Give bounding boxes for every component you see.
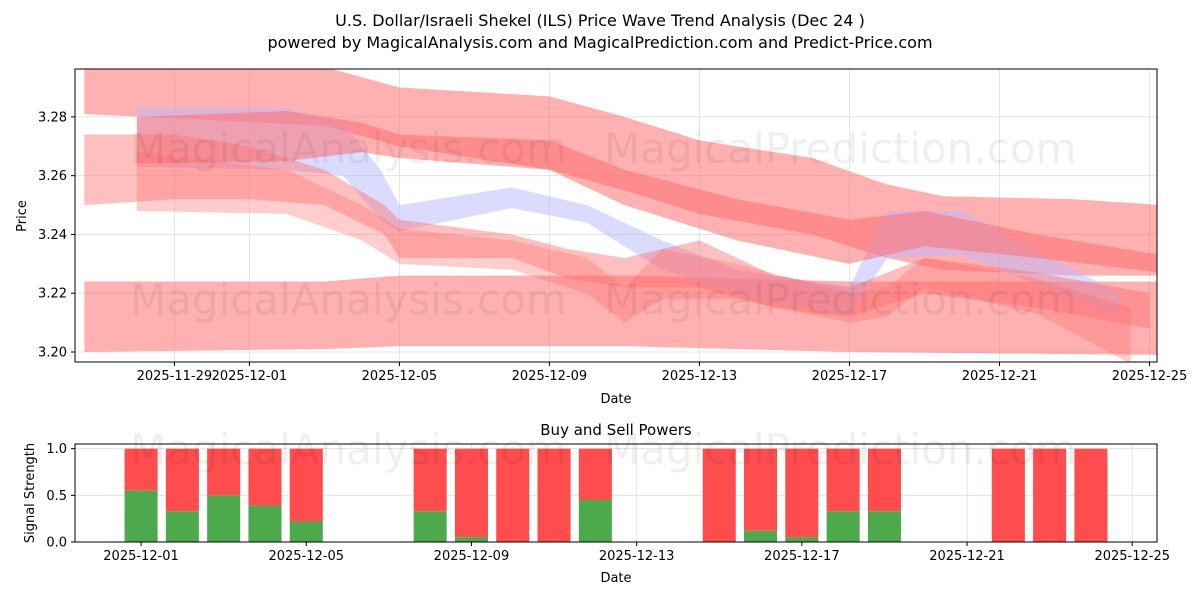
price-band-wave-blue xyxy=(136,108,1120,317)
signal-x-tick-label: 2025-12-05 xyxy=(268,549,344,564)
signal-x-tick-label: 2025-12-25 xyxy=(1094,549,1170,564)
sell-bar xyxy=(207,448,241,496)
sell-bar xyxy=(248,448,282,506)
sell-bar xyxy=(991,448,1025,542)
buy-bar xyxy=(785,537,819,542)
signal-x-tick-label: 2025-12-01 xyxy=(103,549,179,564)
signal-bars xyxy=(124,448,1108,542)
signal-x-label: Date xyxy=(600,571,631,586)
price-axis-ticks: 2025-11-29 2025-12-01 2025-12-05 2025-12-09… xyxy=(38,110,1187,384)
watermark: MagicalAnalysis.com xyxy=(130,425,567,474)
price-chart: MagicalAnalysis.com MagicalPrediction.co… xyxy=(15,68,1187,407)
buy-bar xyxy=(413,511,447,542)
buy-bar xyxy=(248,505,282,542)
buy-bar xyxy=(826,511,860,542)
price-x-tick-label: 2025-12-21 xyxy=(962,369,1038,384)
chart-title: U.S. Dollar/Israeli Shekel (ILS) Price W… xyxy=(335,11,865,30)
price-x-tick-label: 2025-11-29 xyxy=(137,369,213,384)
watermark: MagicalAnalysis.com xyxy=(130,124,567,173)
signal-x-tick-label: 2025-12-21 xyxy=(929,549,1005,564)
price-band-wave-middle xyxy=(136,111,1157,273)
signal-y-tick-label: 0.5 xyxy=(46,489,67,504)
price-x-tick-label: 2025-12-09 xyxy=(512,369,588,384)
price-x-tick-label: 2025-12-17 xyxy=(812,369,888,384)
buy-bar xyxy=(124,490,158,542)
watermark: MagicalPrediction.com xyxy=(604,275,1077,324)
price-band-wave-descending xyxy=(136,152,1131,362)
price-y-label: Price xyxy=(15,200,30,232)
sell-bar xyxy=(578,448,612,500)
chart-subtitle: powered by MagicalAnalysis.com and Magic… xyxy=(267,33,932,52)
signal-y-label: Signal Strength xyxy=(23,443,38,543)
price-x-tick-label: 2025-12-25 xyxy=(1112,369,1188,384)
watermark: MagicalAnalysis.com xyxy=(130,275,567,324)
price-y-tick-label: 3.20 xyxy=(38,346,67,361)
price-y-tick-label: 3.28 xyxy=(38,110,67,125)
sell-bar xyxy=(702,448,736,542)
signal-title: Buy and Sell Powers xyxy=(540,421,692,439)
buy-bar xyxy=(744,530,778,542)
price-band-wave-lower-flat xyxy=(84,275,1157,355)
watermark: MagicalPrediction.com xyxy=(604,425,1077,474)
buy-bar xyxy=(207,495,241,542)
buy-bar xyxy=(867,511,901,542)
price-y-tick-label: 3.26 xyxy=(38,169,67,184)
signal-plot-frame xyxy=(74,443,1158,543)
sell-bar xyxy=(867,448,901,512)
price-plot-frame xyxy=(74,68,1158,363)
sell-bar xyxy=(785,448,819,538)
buy-bar xyxy=(454,537,488,542)
sell-bar xyxy=(413,448,447,512)
price-x-label: Date xyxy=(600,392,631,407)
signal-x-tick-label: 2025-12-17 xyxy=(764,549,840,564)
sell-bar xyxy=(496,448,530,542)
sell-bar xyxy=(289,448,323,522)
sell-bar xyxy=(165,448,199,512)
signal-axis-ticks: 2025-12-01 2025-12-05 2025-12-09 2025-12-13… xyxy=(46,442,1170,564)
price-x-tick-label: 2025-12-01 xyxy=(212,369,288,384)
buy-bar xyxy=(289,521,323,542)
sell-bar xyxy=(826,448,860,512)
sell-bar xyxy=(537,448,571,542)
signal-y-tick-label: 1.0 xyxy=(46,442,67,457)
sell-bar xyxy=(124,448,158,491)
sell-bar xyxy=(744,448,778,531)
signal-x-tick-label: 2025-12-13 xyxy=(599,549,675,564)
sell-bar xyxy=(1074,448,1108,542)
price-x-tick-label: 2025-12-05 xyxy=(362,369,438,384)
price-y-tick-label: 3.24 xyxy=(38,228,67,243)
price-band-wave-lower-left xyxy=(84,134,1150,329)
price-y-tick-label: 3.22 xyxy=(38,287,67,302)
sell-bar xyxy=(1033,448,1067,542)
buy-bar xyxy=(165,511,199,542)
signal-chart: Buy and Sell Powers MagicalAnalysis.com … xyxy=(23,421,1170,586)
price-x-tick-label: 2025-12-13 xyxy=(662,369,738,384)
signal-y-tick-label: 0.0 xyxy=(46,536,67,551)
buy-bar xyxy=(578,500,612,542)
price-bands xyxy=(84,69,1157,362)
signal-x-tick-label: 2025-12-09 xyxy=(434,549,510,564)
watermark: MagicalPrediction.com xyxy=(604,124,1077,173)
sell-bar xyxy=(454,448,488,538)
